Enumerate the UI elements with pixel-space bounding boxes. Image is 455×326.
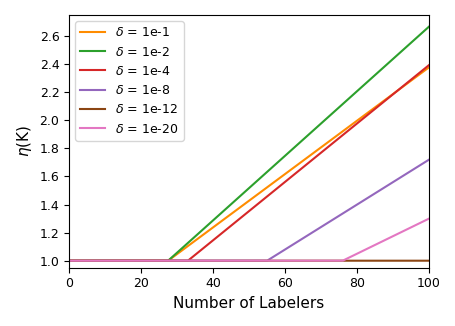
$\delta$ = 1e-4 (85, 259, 90, 263)
$\delta$ = 1e-20 (241, 259, 246, 263)
$\delta$ = 1e-20 (425, 216, 431, 220)
$\delta$ = 1e-8 (232, 259, 237, 263)
$\delta$ = 1e-8 (415, 164, 420, 168)
$\delta$ = 1e-1 (241, 202, 246, 206)
Line: $\delta$ = 1e-2: $\delta$ = 1e-2 (69, 27, 428, 261)
$\delta$ = 1e-4 (66, 259, 72, 263)
Line: $\delta$ = 1e-4: $\delta$ = 1e-4 (69, 65, 428, 261)
$\delta$ = 1e-1 (415, 73, 420, 77)
Line: $\delta$ = 1e-1: $\delta$ = 1e-1 (69, 67, 428, 261)
$\delta$ = 1e-4 (349, 125, 354, 129)
$\delta$ = 1e-1 (85, 259, 90, 263)
$\delta$ = 1e-20 (85, 259, 90, 263)
$\delta$ = 1e-2 (425, 25, 431, 29)
$\delta$ = 1e-20 (415, 222, 420, 226)
$\delta$ = 1e-20 (415, 222, 420, 226)
$\delta$ = 1e-12 (241, 259, 246, 263)
X-axis label: Number of Labelers: Number of Labelers (173, 296, 324, 311)
$\delta$ = 1e-12 (66, 259, 72, 263)
$\delta$ = 1e-20 (349, 254, 354, 258)
$\delta$ = 1e-1 (349, 122, 354, 126)
$\delta$ = 1e-8 (66, 259, 72, 263)
$\delta$ = 1e-1 (232, 210, 237, 214)
$\delta$ = 1e-2 (85, 259, 90, 263)
$\delta$ = 1e-8 (415, 164, 420, 168)
$\delta$ = 1e-4 (241, 213, 246, 217)
$\delta$ = 1e-20 (66, 259, 72, 263)
$\delta$ = 1e-8 (349, 205, 354, 209)
$\delta$ = 1e-8 (241, 259, 246, 263)
$\delta$ = 1e-2 (349, 93, 354, 97)
$\delta$ = 1e-4 (425, 63, 431, 67)
Legend: $\delta$ = 1e-1, $\delta$ = 1e-2, $\delta$ = 1e-4, $\delta$ = 1e-8, $\delta$ = 1: $\delta$ = 1e-1, $\delta$ = 1e-2, $\delt… (75, 21, 183, 141)
$\delta$ = 1e-1 (66, 259, 72, 263)
Line: $\delta$ = 1e-20: $\delta$ = 1e-20 (69, 218, 428, 261)
$\delta$ = 1e-12 (415, 259, 420, 263)
$\delta$ = 1e-2 (415, 34, 420, 38)
$\delta$ = 1e-12 (232, 259, 237, 263)
$\delta$ = 1e-4 (415, 71, 420, 75)
Y-axis label: $\eta$(K): $\eta$(K) (15, 125, 34, 157)
$\delta$ = 1e-2 (66, 259, 72, 263)
$\delta$ = 1e-20 (232, 259, 237, 263)
$\delta$ = 1e-2 (415, 34, 420, 38)
$\delta$ = 1e-1 (415, 73, 420, 77)
$\delta$ = 1e-12 (415, 259, 420, 263)
$\delta$ = 1e-2 (232, 199, 237, 203)
$\delta$ = 1e-8 (85, 259, 90, 263)
$\delta$ = 1e-2 (241, 190, 246, 194)
$\delta$ = 1e-12 (85, 259, 90, 263)
$\delta$ = 1e-12 (425, 259, 431, 263)
$\delta$ = 1e-12 (349, 259, 354, 263)
$\delta$ = 1e-1 (425, 65, 431, 69)
$\delta$ = 1e-4 (232, 221, 237, 225)
$\delta$ = 1e-8 (425, 158, 431, 162)
Line: $\delta$ = 1e-8: $\delta$ = 1e-8 (69, 160, 428, 261)
$\delta$ = 1e-4 (415, 72, 420, 76)
